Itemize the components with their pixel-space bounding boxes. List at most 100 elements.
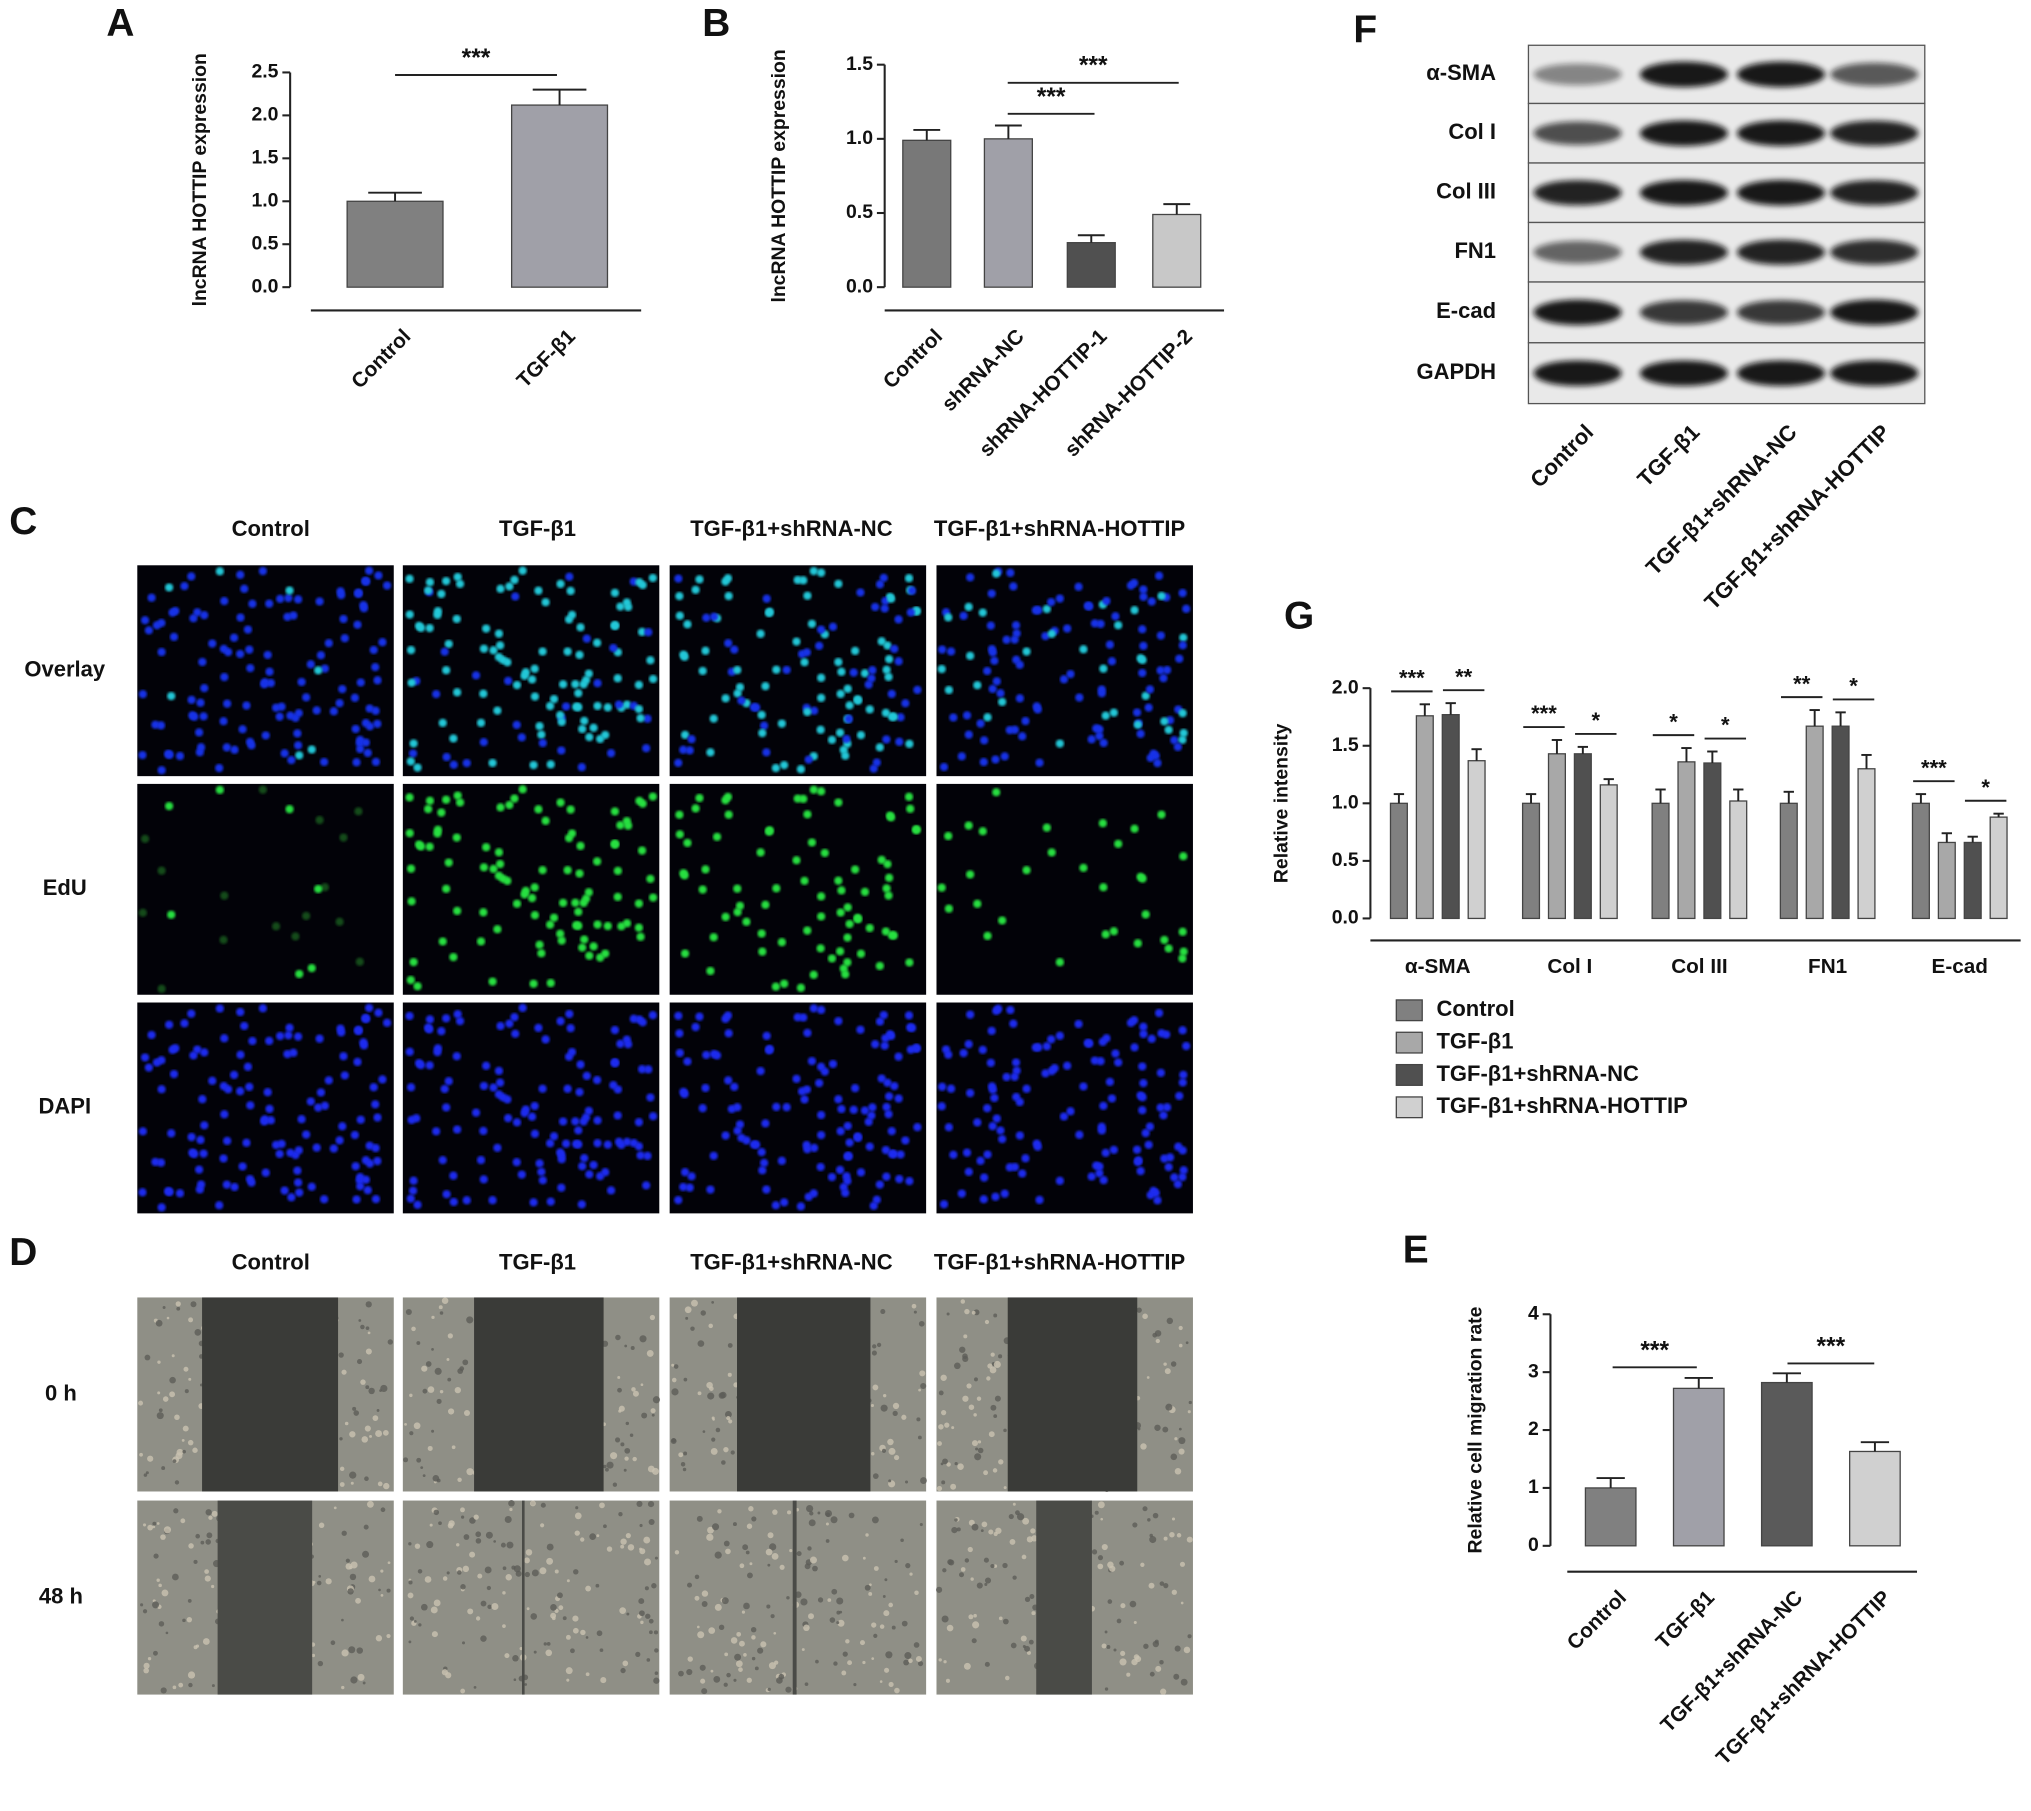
cell [1173,1673,1180,1680]
nucleus [571,898,580,907]
nucleus [800,876,809,885]
nucleus [1059,675,1069,684]
row-label: DAPI [38,1094,91,1119]
cell [153,1553,159,1559]
cell [884,1578,888,1582]
cell [414,1543,421,1549]
panel-label: E [1403,1228,1429,1271]
nucleus [276,1031,285,1041]
nucleus [683,1057,692,1066]
nucleus [324,1076,333,1085]
nucleus [881,1145,891,1155]
cell [988,1431,995,1438]
cell [380,1569,384,1573]
cell [1146,1376,1150,1379]
nucleus [796,983,806,992]
nucleus [992,788,1001,797]
cell [574,1512,582,1520]
nucleus [845,1138,854,1147]
nucleus [1157,1029,1166,1038]
nucleus [444,1077,453,1086]
cell [871,1516,879,1524]
nucleus [352,1195,361,1204]
cell [158,1408,163,1413]
nucleus [1133,720,1142,729]
nucleus [339,614,348,624]
nucleus [517,733,526,742]
nucleus [549,913,559,922]
cell [829,1617,836,1623]
cell [339,1466,345,1472]
nucleus [350,1130,360,1140]
nucleus [777,1156,787,1165]
blot-strip [1527,102,1926,164]
nucleus [520,671,529,680]
bar [1521,802,1541,920]
nucleus [1133,1157,1142,1167]
cell [1097,1563,1104,1570]
nucleus [424,804,433,814]
nucleus [1032,702,1041,711]
nucleus [164,1020,174,1029]
cell [963,1334,968,1339]
cell [743,1602,750,1610]
cell [691,1299,698,1307]
nucleus [493,925,502,934]
cell [433,1509,440,1516]
cell [721,1597,729,1605]
cell [652,1396,661,1404]
nucleus [1055,594,1065,603]
nucleus [361,738,371,747]
bar [1729,800,1748,920]
cell [361,1436,369,1443]
nucleus [578,1162,587,1171]
cell [160,1534,166,1540]
nucleus [1175,1091,1184,1101]
nucleus [895,1174,904,1184]
nucleus [572,1139,581,1149]
nucleus [1179,1070,1188,1079]
nucleus [674,1195,683,1205]
cell [345,1558,350,1563]
nucleus [614,700,624,709]
cell [580,1629,586,1636]
cell [502,1591,506,1595]
lane-label: TGF-β1+shRNA-HOTTIP [1699,419,1894,614]
nucleus [756,1066,765,1076]
nucleus [556,1148,565,1157]
nucleus [886,813,896,822]
nucleus [1147,597,1156,606]
nucleus [314,666,323,675]
cell [502,1566,507,1571]
nucleus [593,1139,602,1148]
nucleus [285,1023,294,1032]
cell [173,1508,179,1514]
cell [187,1671,196,1679]
cell [375,1635,383,1642]
cell [618,1405,625,1412]
nucleus [140,1053,150,1062]
cell [953,1362,961,1370]
significance-label: *** [462,45,491,72]
nucleus [634,680,644,690]
nucleus [868,1103,877,1112]
y-tick-label: 2.0 [1332,676,1359,698]
nucleus [816,725,825,734]
cell [624,1456,629,1461]
cell [1169,1532,1175,1538]
y-tick-label: 4 [1528,1302,1539,1324]
cell [441,1297,449,1304]
cell [901,1620,908,1627]
cell [1021,1554,1027,1560]
nucleus [1074,582,1083,591]
nucleus [777,719,787,728]
nucleus [1097,1126,1106,1135]
cell [546,1642,551,1646]
cell [1024,1645,1030,1652]
nucleus [371,706,380,715]
nucleus [834,1016,843,1026]
cell [993,1313,998,1318]
nucleus [644,628,653,637]
nucleus [449,760,458,769]
nucleus [964,602,973,612]
